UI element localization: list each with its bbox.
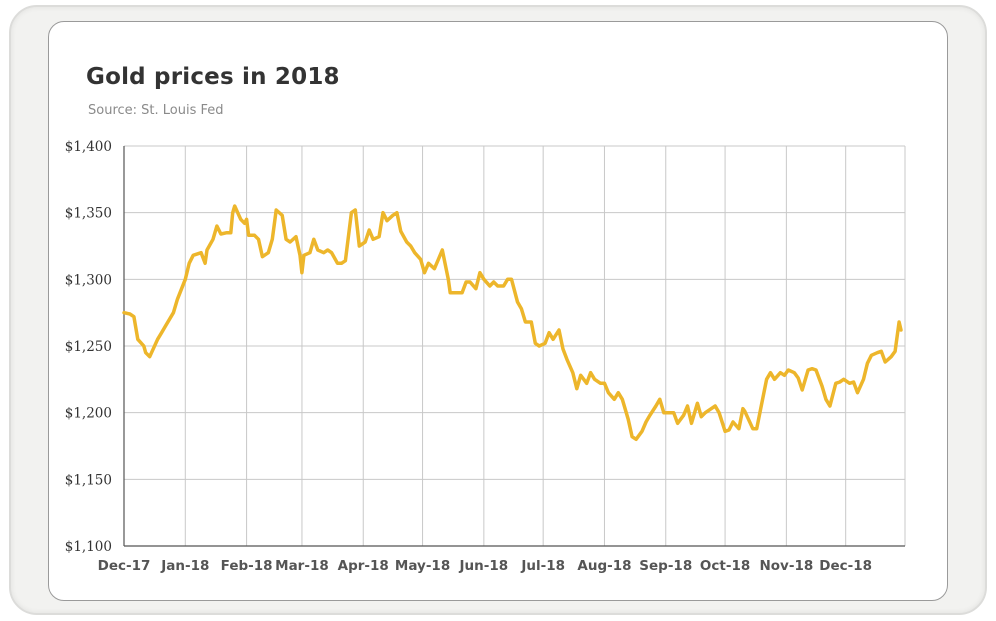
y-tick-label: $1,100 bbox=[65, 539, 112, 555]
y-tick-label: $1,250 bbox=[65, 339, 112, 355]
y-tick-label: $1,350 bbox=[65, 206, 112, 222]
x-tick-label: Feb-18 bbox=[221, 558, 273, 574]
y-axis-ticks: $1,100 $1,150 $1,200 $1,250 $1,300 $1,350 $1,4… bbox=[65, 139, 112, 555]
chart-title: Gold prices in 2018 bbox=[86, 64, 340, 90]
gold-price-line bbox=[122, 204, 903, 442]
x-tick-label: Dec-18 bbox=[819, 558, 872, 574]
y-tick-label: $1,300 bbox=[65, 272, 112, 288]
x-tick-label: Dec-17 bbox=[98, 558, 151, 574]
chart-card bbox=[48, 21, 948, 601]
series bbox=[122, 204, 903, 442]
x-tick-label: Apr-18 bbox=[338, 558, 389, 574]
x-tick-label: Sep-18 bbox=[639, 558, 692, 574]
x-tick-label: Aug-18 bbox=[577, 558, 631, 574]
chart-subtitle: Source: St. Louis Fed bbox=[88, 103, 224, 118]
x-tick-label: Mar-18 bbox=[275, 558, 329, 574]
y-tick-label: $1,400 bbox=[65, 139, 112, 155]
x-tick-label: Nov-18 bbox=[759, 558, 813, 574]
x-tick-label: May-18 bbox=[395, 558, 450, 574]
gridlines bbox=[124, 145, 906, 546]
y-tick-label: $1,200 bbox=[65, 406, 112, 422]
x-tick-label: Oct-18 bbox=[700, 558, 750, 574]
axes bbox=[123, 146, 905, 547]
x-axis-ticks: Dec-17 Jan-18 Feb-18 Mar-18 Apr-18 May-18 Jun-… bbox=[98, 558, 872, 574]
x-tick-label: Jan-18 bbox=[160, 558, 209, 574]
y-tick-label: $1,150 bbox=[65, 472, 112, 488]
x-tick-label: Jul-18 bbox=[520, 558, 565, 574]
x-tick-label: Jun-18 bbox=[459, 558, 509, 574]
